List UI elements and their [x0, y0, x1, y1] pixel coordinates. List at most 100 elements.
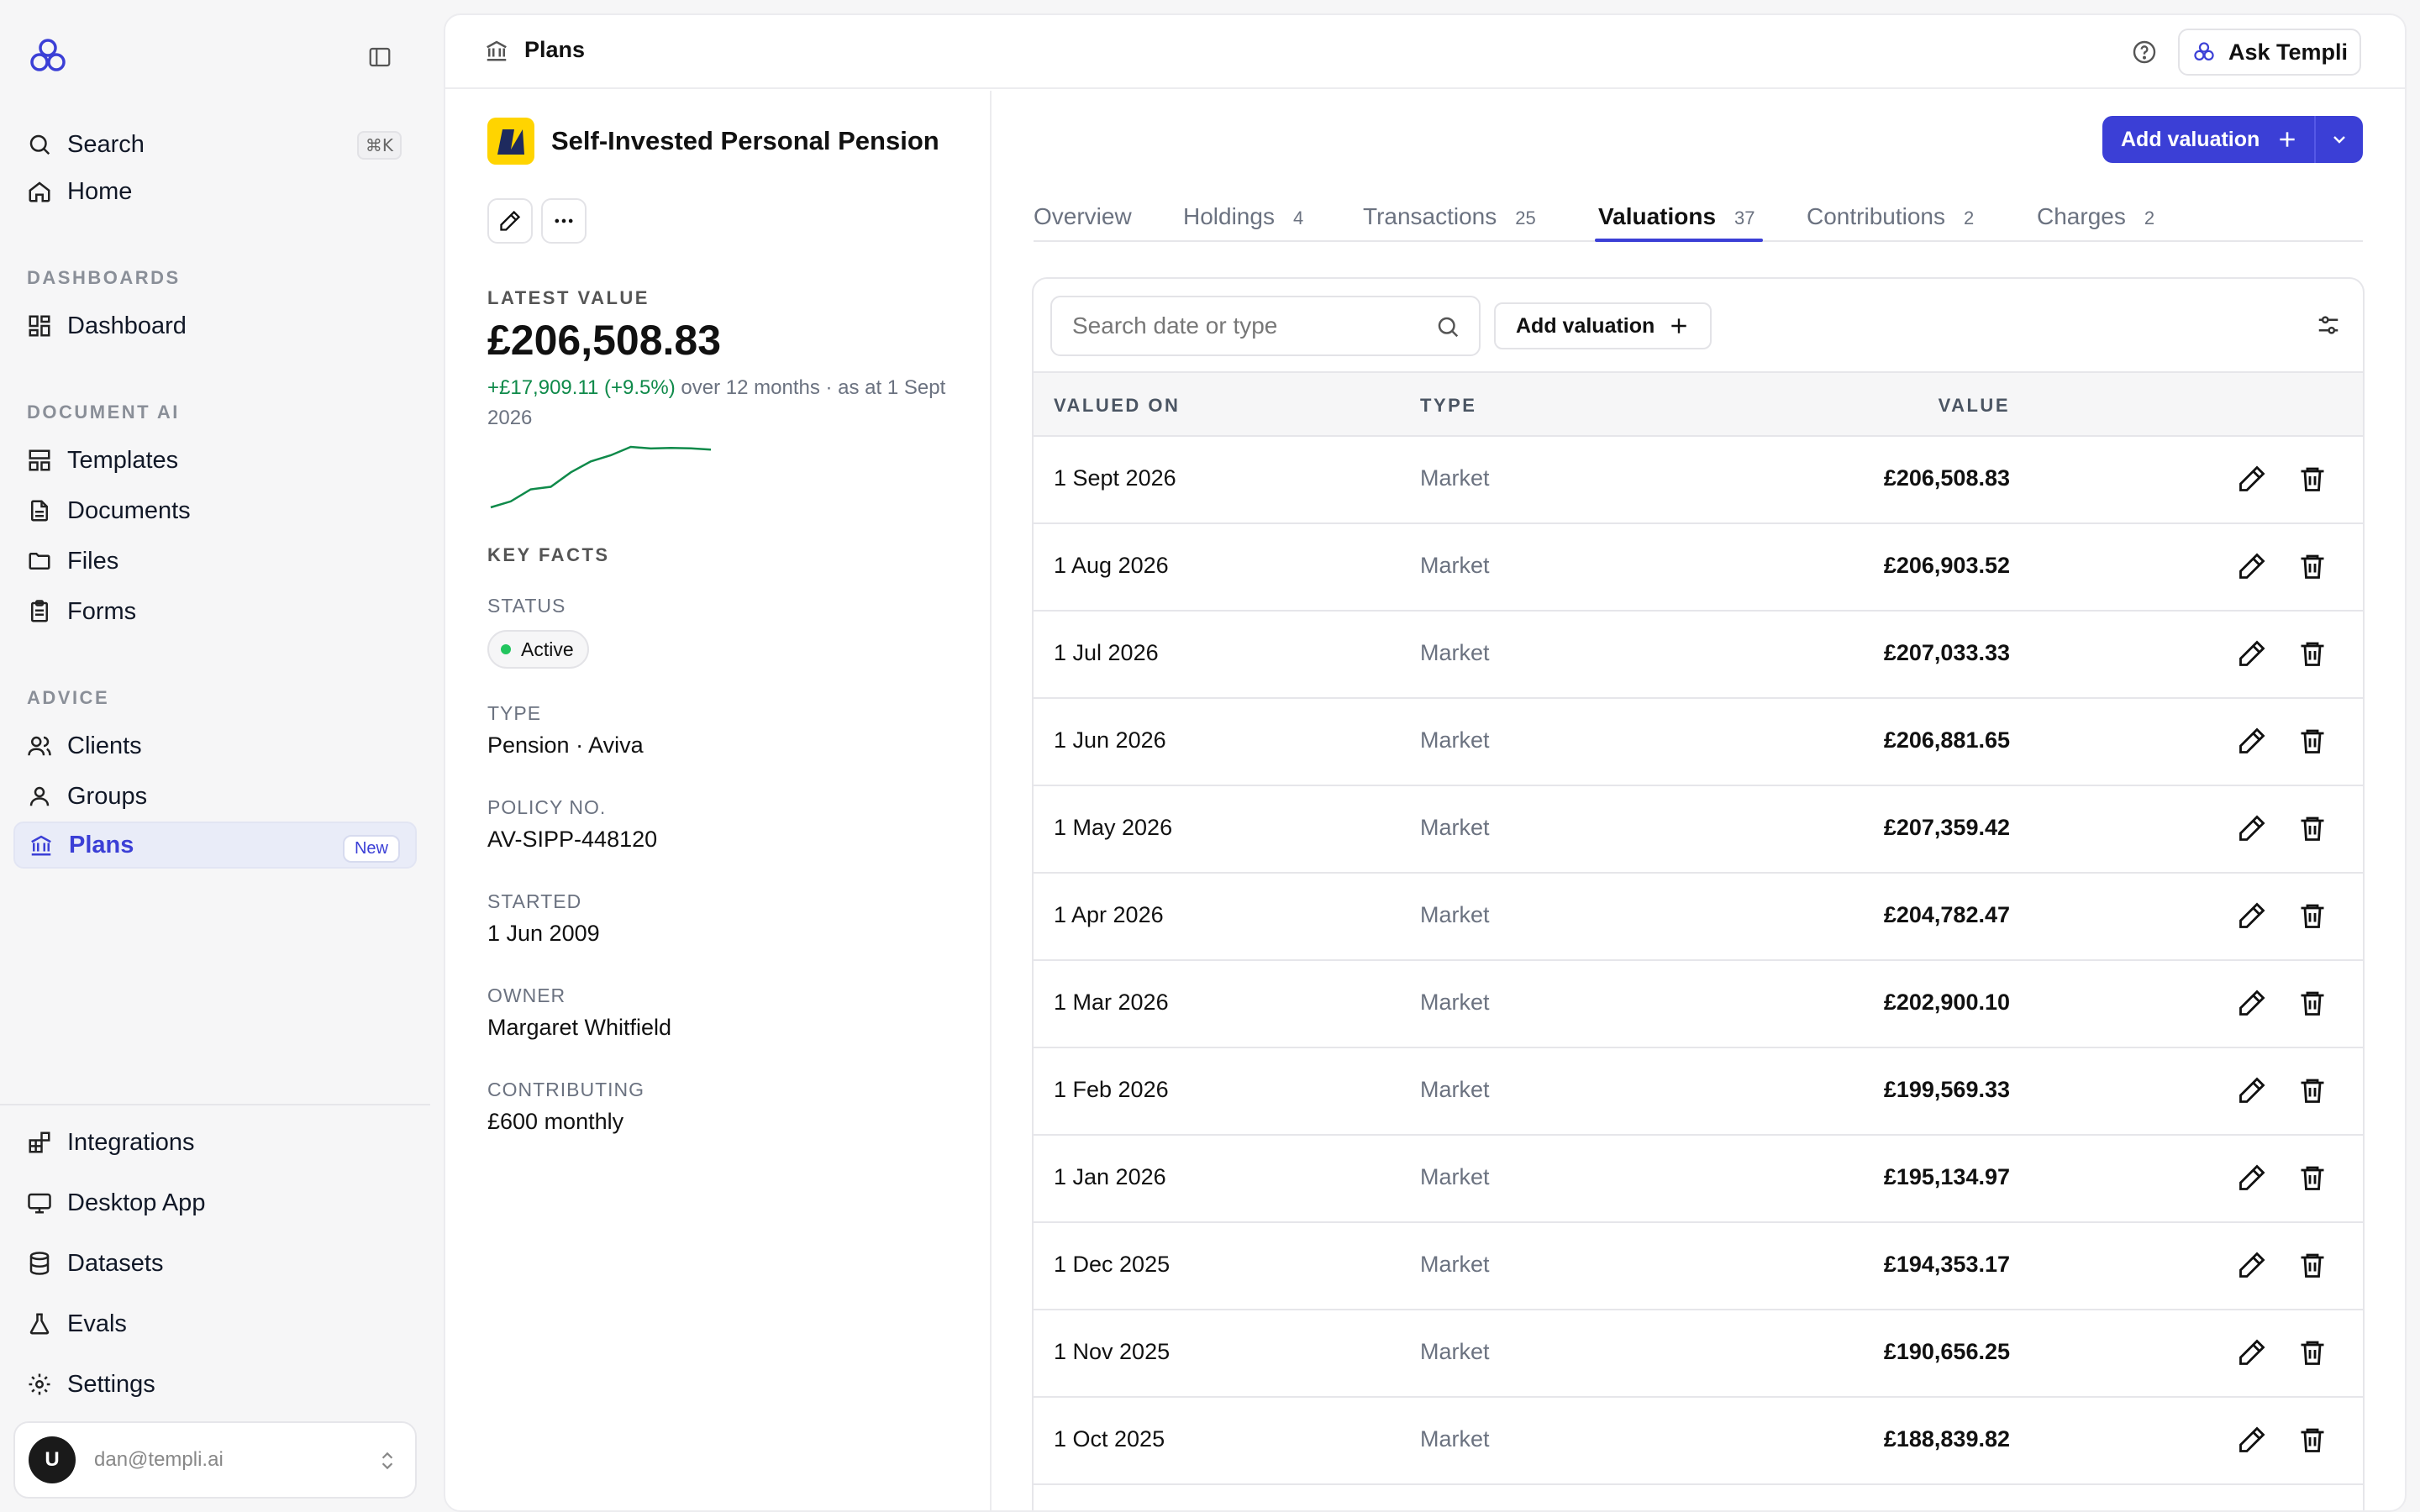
tab-contributions[interactable]: Contributions 2 — [1807, 203, 1974, 242]
edit-row-button[interactable] — [2237, 726, 2267, 756]
tab-charges[interactable]: Charges 2 — [2037, 203, 2154, 242]
add-valuation-label: Add valuation — [2121, 127, 2260, 151]
sidebar-item-integrations[interactable]: Integrations — [13, 1119, 417, 1166]
owner-label: OWNER — [487, 984, 566, 1006]
sidebar-item-dashboard[interactable]: Dashboard — [13, 302, 417, 349]
search-icon — [1435, 314, 1460, 339]
edit-row-button[interactable] — [2237, 551, 2267, 581]
table-toolbar: Search date or type Add valuation — [1034, 279, 2363, 373]
chevron-down-icon — [2333, 136, 2345, 144]
table-row[interactable]: 1 Jul 2026 Market £207,033.33 — [1034, 612, 2363, 699]
cell-type: Market — [1420, 727, 1490, 753]
table-row[interactable]: 1 Apr 2026 Market £204,782.47 — [1034, 874, 2363, 961]
edit-row-button[interactable] — [2237, 1163, 2267, 1193]
search-input[interactable]: Search date or type — [1050, 296, 1481, 356]
delete-row-button[interactable] — [2297, 900, 2328, 931]
sidebar-item-evals[interactable]: Evals — [13, 1300, 417, 1347]
edit-row-button[interactable] — [2237, 1075, 2267, 1105]
edit-row-button[interactable] — [2237, 813, 2267, 843]
sidebar-item-templates[interactable]: Templates — [13, 437, 417, 484]
more-options-button[interactable] — [541, 198, 587, 244]
tab-count: 25 — [1515, 207, 1536, 228]
sidebar-item-plans[interactable]: Plans New — [13, 822, 417, 869]
templi-logo-icon[interactable] — [25, 34, 71, 79]
table-row[interactable]: 1 Nov 2025 Market £190,656.25 — [1034, 1310, 2363, 1398]
table-row[interactable]: 1 Jun 2026 Market £206,881.65 — [1034, 699, 2363, 786]
table-header: VALUED ON TYPE VALUE — [1034, 373, 2363, 437]
edit-plan-button[interactable] — [487, 198, 533, 244]
sidebar-item-search[interactable]: Search ⌘K — [13, 121, 417, 168]
edit-row-button[interactable] — [2237, 1337, 2267, 1368]
monitor-icon — [25, 1189, 54, 1217]
sidebar-toggle-icon[interactable] — [363, 40, 397, 74]
sidebar-item-forms[interactable]: Forms — [13, 588, 417, 635]
delete-row-button[interactable] — [2297, 726, 2328, 756]
sidebar-item-datasets[interactable]: Datasets — [13, 1240, 417, 1287]
table-row[interactable]: 1 Jan 2026 Market £195,134.97 — [1034, 1136, 2363, 1223]
delete-row-button[interactable] — [2297, 1337, 2328, 1368]
sidebar-item-files[interactable]: Files — [13, 538, 417, 585]
delete-row-button[interactable] — [2297, 464, 2328, 494]
trash-icon — [2301, 642, 2324, 666]
delete-row-button[interactable] — [2297, 813, 2328, 843]
edit-row-button[interactable] — [2237, 988, 2267, 1018]
sidebar-item-desktop-app[interactable]: Desktop App — [13, 1179, 417, 1226]
pencil-icon — [500, 210, 521, 231]
pencil-icon — [2239, 990, 2265, 1016]
delete-row-button[interactable] — [2297, 1075, 2328, 1105]
table-row[interactable]: 1 Oct 2025 Market £188,839.82 — [1034, 1398, 2363, 1485]
table-row[interactable]: 1 May 2026 Market £207,359.42 — [1034, 786, 2363, 874]
sidebar-item-label: Datasets — [67, 1249, 164, 1277]
toolbar-add-valuation-button[interactable]: Add valuation — [1494, 302, 1712, 349]
cell-date: 1 Apr 2026 — [1054, 902, 1164, 927]
change-amount: +£17,909.11 (+9.5%) — [487, 376, 676, 399]
edit-row-button[interactable] — [2237, 900, 2267, 931]
sidebar-item-clients[interactable]: Clients — [13, 722, 417, 769]
delete-row-button[interactable] — [2297, 551, 2328, 581]
user-menu[interactable]: U dan@templi.ai — [13, 1421, 417, 1499]
tab-valuations[interactable]: Valuations 37 — [1598, 203, 1755, 242]
sidebar-item-groups[interactable]: Groups — [13, 773, 417, 820]
table-row[interactable]: 1 Mar 2026 Market £202,900.10 — [1034, 961, 2363, 1048]
edit-row-button[interactable] — [2237, 1425, 2267, 1455]
table-row[interactable]: 1 Aug 2026 Market £206,903.52 — [1034, 524, 2363, 612]
table-row[interactable]: 1 Sept 2026 Market £206,508.83 — [1034, 437, 2363, 524]
ask-templi-button[interactable]: Ask Templi — [2178, 29, 2361, 76]
delete-row-button[interactable] — [2297, 638, 2328, 669]
puzzle-icon — [25, 1128, 54, 1157]
cell-value: £190,656.25 — [1883, 1339, 2010, 1364]
trash-icon — [2301, 467, 2324, 491]
edit-row-button[interactable] — [2237, 464, 2267, 494]
column-header-type[interactable]: TYPE — [1420, 395, 1477, 416]
edit-row-button[interactable] — [2237, 1250, 2267, 1280]
tab-holdings[interactable]: Holdings 4 — [1183, 203, 1303, 242]
policy-label: POLICY NO. — [487, 796, 607, 818]
dashboard-icon — [25, 312, 54, 340]
delete-row-button[interactable] — [2297, 988, 2328, 1018]
delete-row-button[interactable] — [2297, 1425, 2328, 1455]
delete-row-button[interactable] — [2297, 1163, 2328, 1193]
document-icon — [25, 496, 54, 525]
help-icon[interactable] — [2131, 39, 2158, 66]
sidebar-item-documents[interactable]: Documents — [13, 487, 417, 534]
column-header-date[interactable]: VALUED ON — [1054, 395, 1181, 416]
table-row[interactable]: 1 Feb 2026 Market £199,569.33 — [1034, 1048, 2363, 1136]
tab-overview[interactable]: Overview — [1034, 203, 1132, 242]
filter-settings-icon[interactable] — [2316, 312, 2341, 338]
add-valuation-button[interactable]: Add valuation — [2102, 116, 2314, 163]
delete-row-button[interactable] — [2297, 1250, 2328, 1280]
tab-transactions[interactable]: Transactions 25 — [1363, 203, 1536, 242]
change-suffix: over 12 months · as at 1 Sept 2026 — [487, 376, 946, 429]
bank-icon — [27, 831, 55, 859]
edit-row-button[interactable] — [2237, 638, 2267, 669]
cell-date: 1 Aug 2026 — [1054, 553, 1169, 578]
sidebar-item-settings[interactable]: Settings — [13, 1361, 417, 1408]
column-header-value[interactable]: VALUE — [1938, 395, 2010, 416]
status-value: Active — [521, 638, 574, 660]
database-icon — [25, 1249, 54, 1278]
sidebar-item-home[interactable]: Home — [13, 168, 417, 215]
cell-value: £188,839.82 — [1883, 1426, 2010, 1452]
add-valuation-dropdown[interactable] — [2316, 129, 2363, 150]
cell-value: £199,569.33 — [1883, 1077, 2010, 1102]
table-row[interactable]: 1 Dec 2025 Market £194,353.17 — [1034, 1223, 2363, 1310]
